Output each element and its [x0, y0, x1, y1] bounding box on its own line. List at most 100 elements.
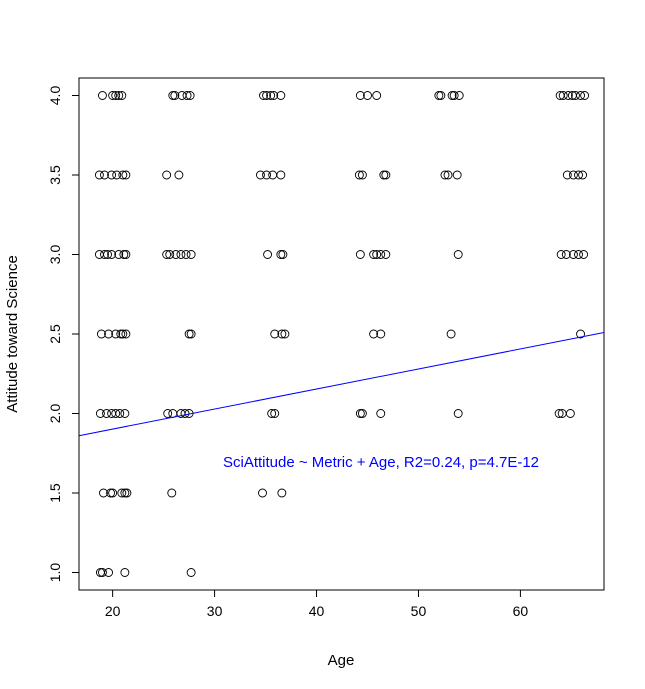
- data-point: [574, 250, 583, 259]
- data-point: [100, 170, 109, 180]
- data-point: [355, 250, 365, 259]
- data-point: [357, 409, 367, 418]
- data-point: [369, 250, 379, 259]
- x-tick-label: 50: [411, 603, 427, 619]
- data-point: [262, 170, 272, 180]
- data-point: [447, 91, 457, 100]
- data-point: [453, 250, 463, 259]
- y-tick-label: 3.5: [47, 165, 63, 185]
- data-point: [268, 170, 278, 180]
- data-point: [111, 91, 121, 100]
- data-point: [580, 91, 590, 100]
- data-point: [115, 409, 125, 418]
- data-point: [376, 250, 386, 259]
- x-tick-label: 20: [105, 603, 121, 619]
- data-point: [121, 329, 131, 339]
- data-point: [118, 329, 128, 339]
- data-point: [259, 91, 268, 100]
- data-point: [171, 250, 181, 259]
- data-point: [104, 568, 114, 577]
- y-tick-label: 3.0: [47, 245, 63, 265]
- data-point: [262, 91, 272, 100]
- data-point: [256, 170, 265, 180]
- data-point: [167, 488, 177, 498]
- data-point: [355, 409, 365, 418]
- data-point: [276, 250, 286, 259]
- data-point: [180, 409, 190, 418]
- data-point: [449, 91, 459, 100]
- data-point: [379, 170, 389, 180]
- data-point: [114, 91, 124, 100]
- data-point: [576, 91, 585, 100]
- data-point: [186, 329, 196, 339]
- data-point: [114, 250, 124, 259]
- data-point: [446, 329, 456, 339]
- y-tick-label: 1.5: [47, 483, 63, 503]
- data-point: [355, 91, 365, 100]
- data-point: [94, 170, 104, 180]
- data-point: [453, 409, 463, 418]
- x-tick-label: 30: [207, 603, 223, 619]
- points-layer: [94, 91, 590, 577]
- data-point: [162, 170, 172, 180]
- data-point: [108, 488, 118, 498]
- x-axis: 20 30 40 50 60: [105, 589, 528, 619]
- data-point: [381, 250, 391, 259]
- data-point: [565, 409, 575, 418]
- data-point: [266, 91, 276, 100]
- data-point: [107, 250, 117, 259]
- data-point: [176, 250, 186, 259]
- data-point: [97, 91, 107, 100]
- data-point: [184, 329, 194, 339]
- data-point: [185, 91, 195, 100]
- data-point: [277, 329, 287, 339]
- data-point: [369, 329, 379, 339]
- data-point: [117, 488, 127, 498]
- data-point: [454, 91, 464, 100]
- data-point: [163, 409, 173, 418]
- data-point: [118, 170, 128, 180]
- data-point: [571, 91, 580, 100]
- data-point: [186, 568, 196, 577]
- data-point: [107, 170, 117, 180]
- data-point: [568, 250, 578, 259]
- data-point: [376, 409, 386, 418]
- data-point: [381, 170, 391, 180]
- y-tick-label: 2.5: [47, 324, 63, 344]
- data-point: [116, 329, 126, 339]
- y-tick-label: 2.0: [47, 404, 63, 424]
- data-point: [258, 488, 267, 498]
- data-point: [376, 329, 386, 339]
- data-point: [556, 250, 566, 259]
- data-point: [440, 170, 450, 180]
- data-point: [95, 568, 105, 577]
- data-point: [443, 170, 453, 180]
- data-point: [578, 170, 588, 180]
- data-point: [168, 91, 178, 100]
- x-axis-title: Age: [328, 652, 355, 669]
- data-point: [120, 568, 130, 577]
- y-axis-title: Attitude toward Science: [4, 255, 21, 413]
- data-point: [112, 170, 122, 180]
- x-tick-label: 40: [309, 603, 325, 619]
- data-point: [120, 488, 130, 498]
- data-point: [106, 488, 116, 498]
- data-point: [354, 170, 364, 180]
- data-point: [277, 488, 287, 498]
- data-point: [267, 409, 277, 418]
- data-point: [111, 329, 121, 339]
- data-point: [121, 170, 131, 180]
- regression-line: [78, 332, 605, 437]
- data-point: [96, 329, 106, 339]
- data-point: [579, 250, 589, 259]
- data-point: [121, 250, 131, 259]
- regression-annotation: SciAttitude ~ Metric + Age, R2=0.24, p=4…: [223, 454, 539, 471]
- data-point: [563, 91, 573, 100]
- data-point: [558, 91, 568, 100]
- data-point: [170, 91, 180, 100]
- data-point: [95, 409, 105, 418]
- data-point: [270, 329, 280, 339]
- data-point: [119, 250, 129, 259]
- data-point: [165, 250, 175, 259]
